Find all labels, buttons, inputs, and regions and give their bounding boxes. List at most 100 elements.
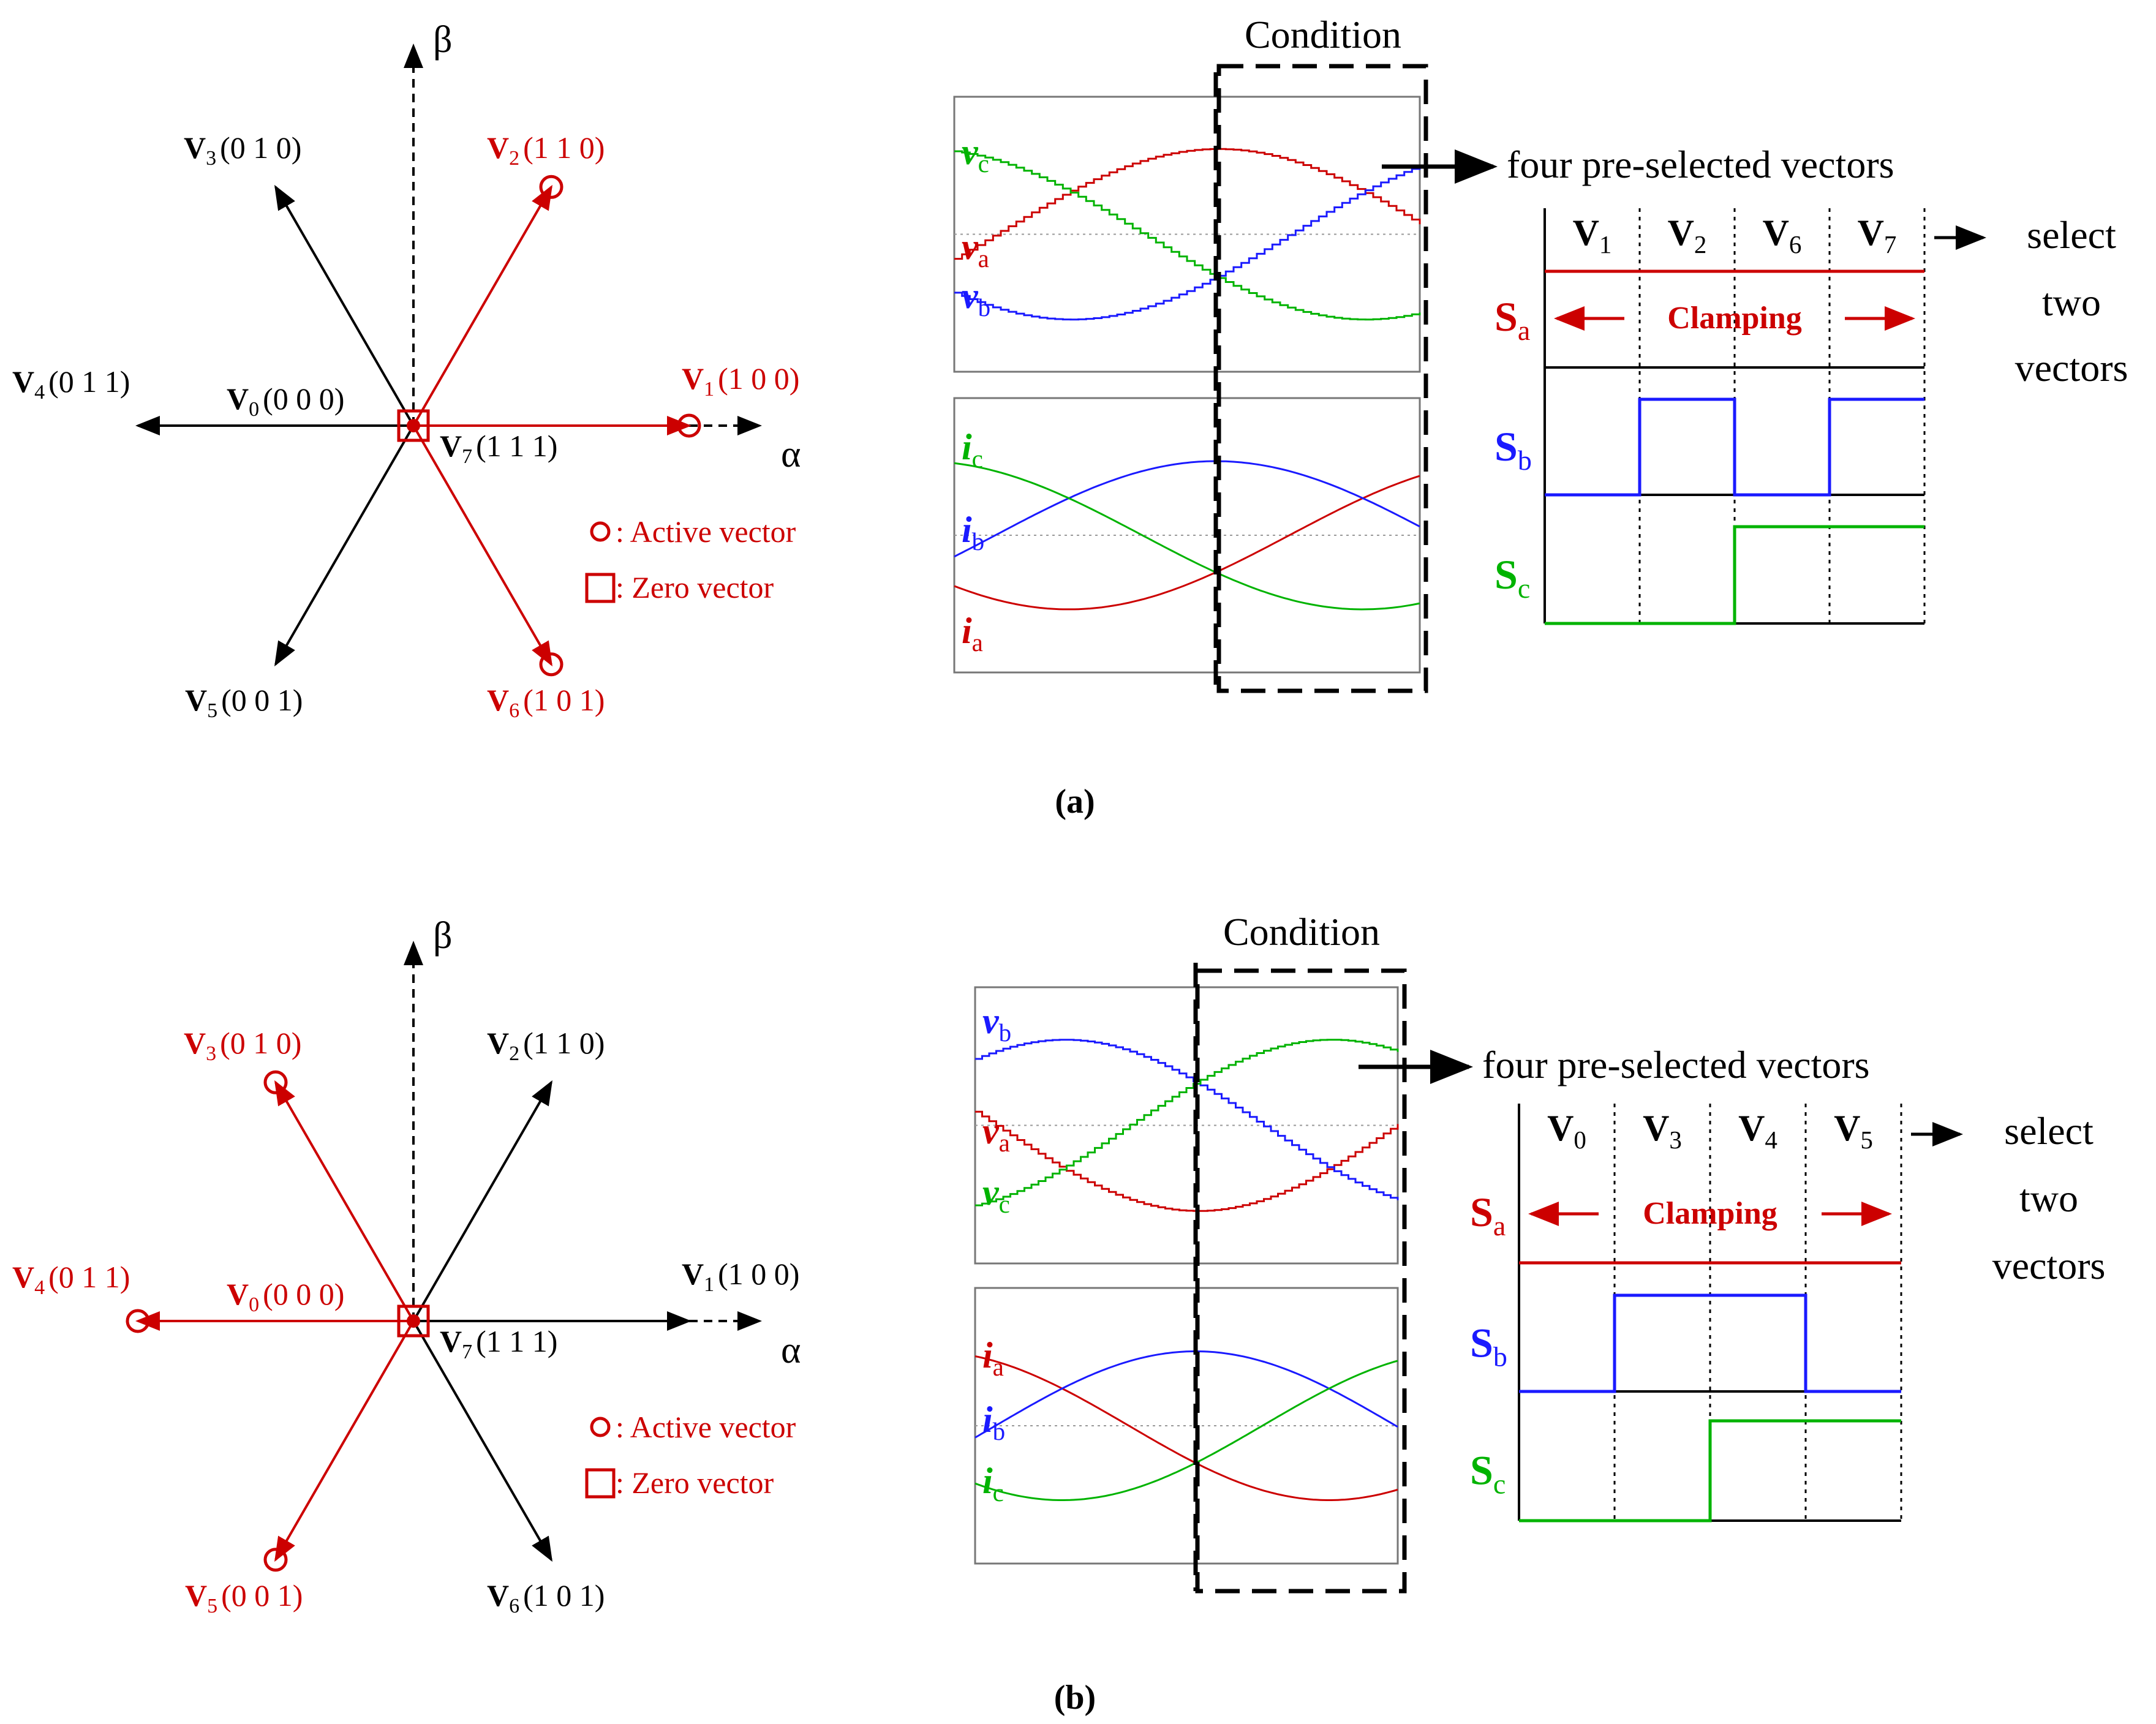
ic-label: ic [982, 1461, 1004, 1507]
legend-zero-symbol [585, 1468, 616, 1499]
sc-waveform [1545, 525, 1924, 625]
ia-waveform [974, 1355, 1398, 1501]
sc-label: Sc [1470, 1447, 1506, 1500]
vector-v3-label: V3 (0 1 0) [184, 130, 301, 170]
legend-zero-text: : Zero vector [616, 570, 774, 604]
select-text-0: select [2027, 213, 2116, 257]
vc-waveform [954, 150, 1421, 321]
zero-vector-marker [397, 1304, 430, 1338]
vector-v5-arrow [274, 1320, 415, 1562]
legend-zero-text: : Zero vector [616, 1466, 774, 1500]
vector-v4-label: V4 (0 1 1) [12, 364, 130, 404]
vector-v3-arrow [274, 184, 415, 427]
vector-v4-label: V4 (0 1 1) [12, 1260, 130, 1299]
active-vector-marker [126, 1309, 150, 1333]
ic-waveform [974, 1360, 1398, 1501]
select-text-1: two [2019, 1176, 2078, 1220]
active-vector-marker [263, 1070, 288, 1094]
legend-active-symbol [590, 1417, 611, 1437]
header-v6: V6 [1763, 213, 1802, 258]
vector-v6-label: V6 (1 0 1) [487, 1578, 605, 1617]
header-v3: V3 [1643, 1108, 1682, 1154]
ia-label: ia [982, 1335, 1004, 1381]
vector-v6-arrow [412, 1320, 553, 1562]
legend-active-text: : Active vector [616, 1410, 796, 1444]
condition-box [1195, 968, 1407, 1594]
preselected-label: four pre-selected vectors [1482, 1043, 1870, 1086]
vector-v5-label: V5 (0 0 1) [185, 683, 303, 722]
va-label: va [982, 1111, 1010, 1157]
sa-label: Sa [1470, 1189, 1506, 1241]
select-text-2: vectors [2015, 346, 2128, 390]
active-vector-marker [539, 652, 564, 677]
select-text-1: two [2042, 280, 2101, 324]
vc-label: vc [982, 1172, 1010, 1218]
vb-waveform [954, 166, 1421, 321]
sa-label: Sa [1494, 293, 1530, 346]
vector-v1-label: V1 (1 0 0) [682, 1257, 799, 1296]
vector-v2-arrow [412, 184, 553, 427]
legend-active-symbol [590, 521, 611, 542]
select-text-0: select [2004, 1109, 2094, 1153]
beta-label: β [433, 915, 453, 957]
preselected-label: four pre-selected vectors [1507, 143, 1894, 186]
ic-waveform [954, 462, 1420, 611]
ib-waveform [974, 1350, 1398, 1439]
ic-label: ic [962, 427, 983, 473]
header-v7: V7 [1858, 213, 1897, 258]
vc-waveform [975, 1039, 1399, 1206]
vector-v0-label: V0 (0 0 0) [227, 382, 344, 421]
zero-vector-marker [397, 409, 430, 442]
condition-label: Condition [1245, 13, 1401, 56]
vb-waveform [975, 1039, 1399, 1200]
vector-v1-label: V1 (1 0 0) [682, 361, 799, 401]
beta-label: β [433, 19, 453, 61]
vector-v7-label: V7 (1 1 1) [440, 429, 557, 468]
sb-waveform [1545, 397, 1924, 497]
alpha-label: α [781, 434, 801, 475]
va-waveform [954, 148, 1421, 260]
vc-label: vc [962, 132, 989, 178]
vector-v3-arrow [274, 1080, 415, 1322]
va-waveform [975, 1110, 1399, 1212]
active-vector-marker [539, 175, 564, 199]
vector-v3-label: V3 (0 1 0) [184, 1026, 301, 1065]
vector-v7-label: V7 (1 1 1) [440, 1324, 557, 1363]
header-v4: V4 [1738, 1108, 1777, 1154]
header-v2: V2 [1668, 213, 1707, 258]
legend-zero-symbol [585, 573, 616, 603]
alpha-label: α [781, 1330, 801, 1371]
header-v5: V5 [1834, 1108, 1873, 1154]
clamping-label: Clamping [1667, 301, 1802, 336]
ia-label: ia [962, 611, 983, 657]
vector-v0-label: V0 (0 0 0) [227, 1277, 344, 1316]
vb-label: vb [962, 276, 990, 322]
panel-b: α β V1 (1 0 0) V2 (1 1 0) V3 (0 1 0) V4 (0 1 1) V5… [12, 910, 2105, 1717]
ib-waveform [954, 460, 1420, 558]
panel-a: α β V1 (1 0 0) V2 (1 1 0) V3 (0 1 0) V4 (0 1 1) V5… [12, 13, 2128, 821]
sc-label: Sc [1494, 551, 1530, 604]
vector-v2-label: V2 (1 1 0) [487, 1026, 605, 1065]
legend-active-text: : Active vector [616, 514, 796, 549]
vector-v6-arrow [412, 424, 553, 667]
panel-caption: (b) [1054, 1679, 1096, 1717]
va-label: va [962, 227, 989, 273]
ib-label: ib [962, 510, 984, 555]
vector-v2-label: V2 (1 1 0) [487, 130, 605, 170]
condition-box [1216, 64, 1428, 693]
select-text-2: vectors [1992, 1244, 2106, 1287]
active-vector-marker [263, 1548, 288, 1572]
sb-waveform [1519, 1293, 1901, 1393]
clamping-label: Clamping [1643, 1196, 1777, 1231]
vb-label: vb [982, 1001, 1011, 1047]
condition-label: Condition [1223, 910, 1380, 954]
panel-caption: (a) [1055, 783, 1095, 821]
ib-label: ib [982, 1399, 1005, 1445]
sb-label: Sb [1494, 423, 1532, 476]
origin-dot [407, 419, 420, 432]
vector-v5-arrow [274, 424, 415, 667]
ia-waveform [954, 475, 1420, 611]
vector-v5-label: V5 (0 0 1) [185, 1578, 303, 1617]
vector-v6-label: V6 (1 0 1) [487, 683, 605, 722]
